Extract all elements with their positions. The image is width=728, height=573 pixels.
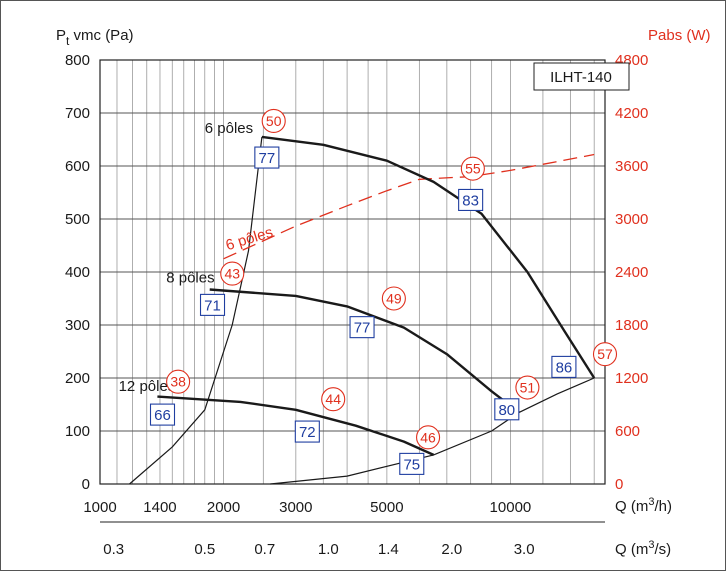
power-value: 38 [170, 374, 186, 390]
power-labels: 50 55 43 49 57 38 44 51 46 [166, 108, 618, 450]
curve-label: 6 pôles [205, 120, 253, 137]
efficiency-box [149, 403, 176, 426]
x-tick-label: 1400 [143, 499, 176, 516]
x-axis-top-ticks: 1000 1400 2000 3000 5000 10000 [83, 499, 531, 516]
power-circle [220, 261, 245, 286]
y-tick-label: 600 [65, 158, 90, 175]
efficiency-box [349, 316, 375, 339]
efficiency-value: 83 [462, 192, 479, 209]
y-tick-label: 100 [65, 423, 90, 440]
x-bottom-tick-label: 1.4 [378, 541, 399, 558]
efficiency-box [458, 188, 484, 211]
x-tick-label: 3000 [279, 499, 312, 516]
svg-text:ILHT-140: ILHT-140 [550, 69, 612, 86]
y-right-tick-label: 1200 [615, 370, 648, 387]
pressure-curve [157, 395, 435, 456]
efficiency-box [254, 146, 280, 169]
power-circle [381, 286, 406, 311]
x-axis-top-label: Q (m3/h) [615, 496, 672, 515]
power-circle [166, 369, 191, 394]
x-tick-label: 10000 [490, 499, 532, 516]
power-circle [592, 342, 618, 367]
efficiency-value: 75 [403, 456, 420, 473]
efficiency-box [199, 293, 226, 316]
x-bottom-tick-label: 1.0 [318, 541, 339, 558]
power-value: 44 [325, 391, 341, 407]
power-value: 55 [465, 161, 481, 177]
power-circle [261, 108, 286, 133]
curve-label: 12 pôles [119, 378, 176, 395]
pressure-curves [157, 135, 596, 456]
y-axis-right-label: Pabs (W) [648, 27, 711, 44]
power-circle [515, 375, 540, 400]
power-value: 46 [420, 429, 436, 445]
efficiency-box [294, 420, 320, 443]
y-tick-label: 700 [65, 105, 90, 122]
power-value: 57 [597, 346, 613, 362]
x-tick-label: 2000 [207, 499, 240, 516]
curve-labels: 6 pôles 8 pôles 12 pôles [119, 120, 254, 395]
system-curves [129, 136, 595, 485]
y-tick-label: 800 [65, 52, 90, 69]
y-tick-label: 400 [65, 264, 90, 281]
efficiency-labels: 77 83 71 77 86 66 72 80 75 [149, 146, 577, 475]
efficiency-value: 66 [154, 407, 171, 424]
efficiency-box [494, 398, 520, 421]
x-bottom-tick-label: 0.7 [254, 541, 275, 558]
efficiency-value: 80 [498, 402, 515, 419]
y-tick-label: 0 [82, 476, 90, 493]
power-value: 51 [520, 380, 536, 396]
power-curve-line [223, 153, 595, 260]
y-tick-label: 300 [65, 317, 90, 334]
curve-label: 8 pôles [166, 269, 214, 286]
y-right-tick-label: 0 [615, 476, 623, 493]
x-bottom-tick-label: 3.0 [514, 541, 535, 558]
y-tick-label: 200 [65, 370, 90, 387]
model-badge: ILHT-140 [533, 62, 630, 91]
y-right-tick-label: 3600 [615, 158, 648, 175]
y-tick-label: 500 [65, 211, 90, 228]
x-bottom-tick-label: 2.0 [441, 541, 462, 558]
efficiency-value: 77 [259, 150, 276, 167]
x-axis-bottom-ticks: 0.3 0.5 0.7 1.0 1.4 2.0 3.0 [103, 541, 534, 558]
power-value: 49 [386, 291, 402, 307]
efficiency-box [399, 452, 425, 475]
y-axis-left-ticks: 0 100 200 300 400 500 600 700 800 [65, 52, 90, 493]
pressure-curve [261, 135, 596, 379]
x-tick-label: 5000 [370, 499, 403, 516]
power-circle [460, 156, 485, 181]
x-bottom-tick-label: 0.3 [103, 541, 124, 558]
system-curve [270, 377, 595, 485]
efficiency-value: 86 [556, 359, 573, 376]
efficiency-value: 71 [204, 297, 221, 314]
y-right-tick-label: 2400 [615, 264, 648, 281]
x-tick-label: 1000 [83, 499, 116, 516]
x-axis-bottom-label: Q (m3/s) [615, 539, 671, 558]
y-axis-left-label: Pt vmc (Pa) [56, 27, 134, 48]
y-right-tick-label: 1800 [615, 317, 648, 334]
y-right-tick-label: 4200 [615, 105, 648, 122]
efficiency-value: 72 [299, 424, 316, 441]
y-right-tick-label: 600 [615, 423, 640, 440]
power-circle [321, 387, 346, 412]
pressure-curve [209, 288, 520, 414]
efficiency-box [551, 355, 577, 378]
plot-frame [99, 59, 606, 485]
y-right-tick-label: 3000 [615, 211, 648, 228]
efficiency-value: 77 [354, 320, 371, 337]
system-curve [129, 136, 263, 485]
x-bottom-tick-label: 0.5 [194, 541, 215, 558]
power-circle [416, 425, 441, 450]
power-value: 50 [266, 113, 282, 129]
power-value: 43 [224, 266, 240, 282]
